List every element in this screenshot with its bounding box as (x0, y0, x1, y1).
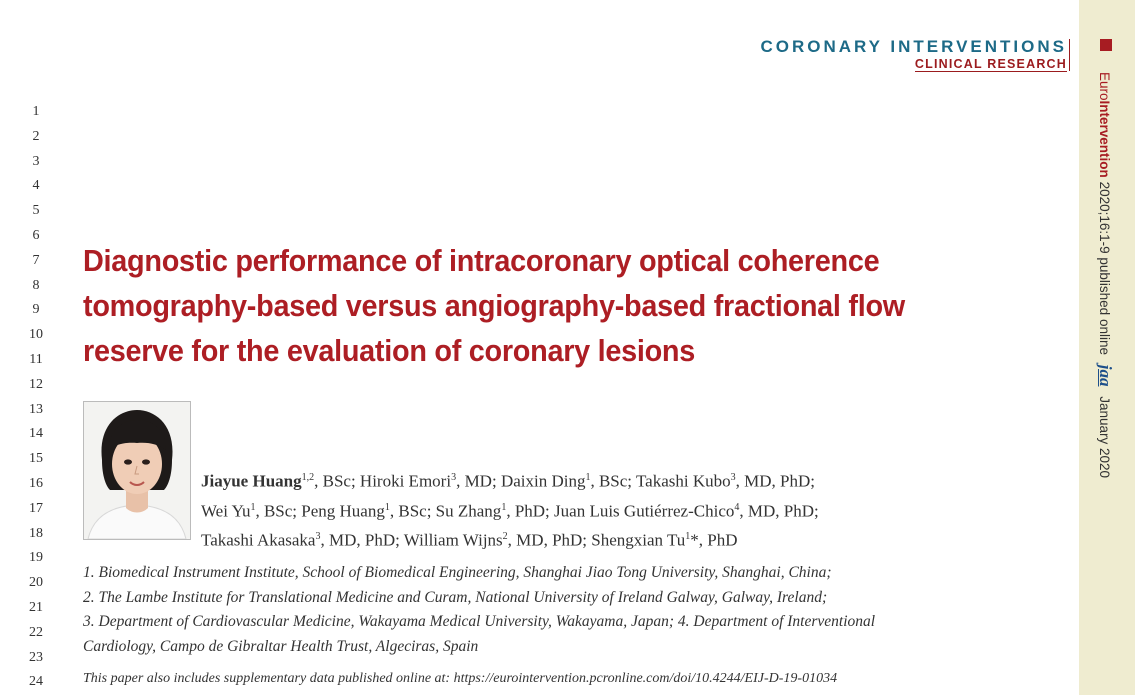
author-name: Juan Luis Gutiérrez-Chico (554, 501, 735, 521)
line-number: 22 (29, 624, 43, 640)
line-number: 9 (32, 302, 40, 318)
journal-name-part2: Intervention (1097, 100, 1112, 178)
author-affil-sup: 1 (501, 501, 507, 513)
line-number: 6 (32, 227, 40, 243)
paper-title: Diagnostic performance of intracoronary … (83, 238, 976, 373)
line-number: 20 (29, 575, 43, 591)
author-name: Daixin Ding (500, 471, 586, 491)
line-number: 5 (32, 203, 40, 219)
author-degree: , BSc; (255, 501, 302, 521)
journal-marker-square (1100, 39, 1112, 51)
author-name: Su Zhang (435, 501, 502, 521)
line-number: 1 (32, 104, 40, 119)
author-line-2: Wei Yu1, BSc; Peng Huang1, BSc; Su Zhang… (201, 495, 1031, 525)
author-name: Takashi Kubo (635, 471, 731, 491)
jaa-badge-icon: jaa (1096, 364, 1115, 387)
author-affil-sup: 1 (685, 531, 691, 543)
affiliation-line: 1. Biomedical Instrument Institute, Scho… (83, 564, 832, 581)
line-number: 24 (29, 674, 43, 690)
journal-side-band (1079, 0, 1135, 695)
author-degree: , MD, PhD; (735, 471, 815, 491)
supplementary-note: This paper also includes supplementary d… (83, 671, 838, 686)
published-online-label: published online (1097, 257, 1112, 355)
line-number: 7 (32, 252, 40, 268)
author-degree: , MD, PhD; (739, 501, 819, 521)
author-affil-sup: 1 (585, 472, 591, 483)
author-degree: , MD, PhD; (507, 530, 592, 550)
line-number: 21 (29, 599, 43, 615)
author-degree: , BSc; (590, 471, 636, 491)
author-name: Shengxian Tu (591, 530, 686, 550)
author-line-3: Takashi Akasaka3, MD, PhD; William Wijns… (201, 524, 1031, 554)
author-degree: , MD, PhD; (320, 530, 404, 550)
author-affil-sup: 1,2 (301, 472, 315, 483)
author-portrait-icon (84, 402, 190, 539)
line-number: 14 (29, 426, 43, 442)
section-title: CORONARY INTERVENTIONS (760, 37, 1067, 56)
author-affil-sup: 3 (730, 472, 736, 483)
author-degree: , PhD; (506, 501, 555, 521)
line-number: 16 (29, 475, 43, 491)
line-number: 4 (32, 178, 40, 194)
line-number: 17 (29, 500, 43, 516)
journal-citation: 2020;16:1-9 (1097, 181, 1112, 254)
line-number: 11 (29, 351, 43, 367)
author-name: Hiroki Emori (359, 471, 452, 491)
author-list: Jiayue Huang1,2, BSc; Hiroki Emori3, MD;… (201, 465, 1031, 554)
line-number: 23 (29, 649, 43, 665)
author-photo (83, 401, 191, 540)
author-degree: , BSc; (314, 471, 360, 491)
publication-date: January 2020 (1097, 396, 1112, 479)
author-degree: *, PhD (690, 530, 738, 550)
author-name: Wei Yu (201, 501, 251, 521)
line-number: 13 (29, 401, 43, 417)
title-line-2: tomography-based versus angiography-base… (83, 288, 905, 323)
line-number: 19 (29, 550, 43, 566)
line-number: 3 (32, 153, 40, 169)
author-name: Peng Huang (301, 501, 385, 521)
author-affil-sup: 3 (451, 472, 457, 483)
author-name: William Wijns (403, 530, 503, 550)
author-affil-sup: 2 (502, 531, 508, 543)
section-subtitle: CLINICAL RESEARCH (914, 57, 1067, 72)
affiliations: 1. Biomedical Instrument Institute, Scho… (83, 561, 1023, 659)
line-number: 18 (29, 525, 43, 541)
title-line-1: Diagnostic performance of intracoronary … (83, 243, 880, 278)
line-number: 15 (29, 451, 43, 467)
affiliation-line: Cardiology, Campo de Gibraltar Health Tr… (83, 637, 479, 655)
line-number: 10 (29, 327, 43, 343)
affiliation-line: 2. The Lambe Institute for Translational… (83, 588, 828, 606)
author-affil-sup: 3 (315, 531, 321, 543)
line-number: 12 (29, 376, 43, 392)
journal-name-part1: Euro (1097, 72, 1112, 101)
journal-citation-vertical: EuroIntervention 2020;16:1-9 published o… (1093, 72, 1117, 552)
author-degree: , MD; (456, 471, 501, 491)
line-numbers: 1 2 3 4 5 6 7 8 9 10 11 12 13 14 15 16 17 18 19 20 21 22 23 24 (26, 104, 46, 699)
line-number: 2 (32, 128, 40, 144)
title-line-3: reserve for the evaluation of coronary l… (83, 333, 696, 368)
affiliation-line: 3. Department of Cardiovascular Medicine… (83, 613, 876, 630)
author-name: Jiayue Huang (201, 471, 302, 491)
author-affil-sup: 1 (250, 501, 256, 513)
author-affil-sup: 4 (734, 501, 740, 513)
author-degree: , BSc; (389, 501, 436, 521)
author-name: Takashi Akasaka (201, 530, 316, 550)
author-affil-sup: 1 (384, 501, 390, 513)
author-line-1: Jiayue Huang1,2, BSc; Hiroki Emori3, MD;… (201, 465, 1031, 495)
section-divider (1069, 39, 1070, 71)
line-number: 8 (32, 277, 40, 293)
